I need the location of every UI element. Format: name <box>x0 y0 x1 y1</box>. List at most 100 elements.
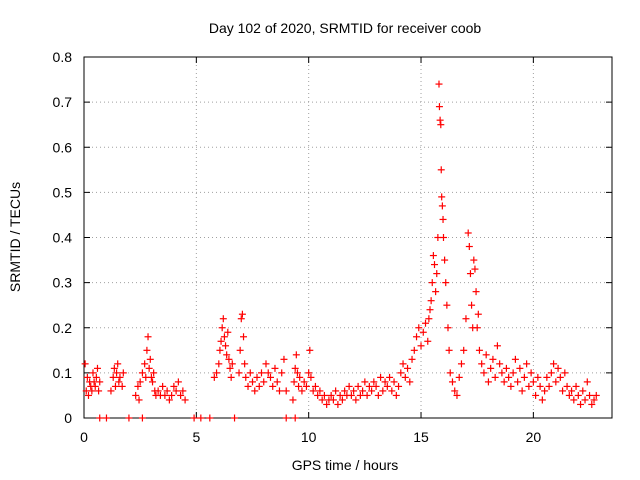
data-point <box>496 360 504 368</box>
data-point <box>95 387 103 395</box>
data-point <box>435 80 443 88</box>
data-point <box>216 346 224 354</box>
data-point <box>307 373 315 381</box>
data-point <box>442 279 450 287</box>
data-point <box>377 373 385 381</box>
data-point <box>404 364 412 372</box>
data-point <box>306 346 314 354</box>
data-point <box>559 387 567 395</box>
data-point <box>419 328 427 336</box>
data-point <box>581 396 589 404</box>
data-point <box>401 373 409 381</box>
data-point <box>507 382 515 390</box>
data-point <box>545 382 553 390</box>
data-point <box>210 373 218 381</box>
data-point <box>93 364 101 372</box>
data-point <box>159 382 167 390</box>
data-point <box>433 270 441 278</box>
data-point <box>249 378 257 386</box>
y-axis-label: SRMTID / TECUs <box>7 182 23 292</box>
data-point <box>425 315 433 323</box>
data-point <box>241 360 249 368</box>
data-point <box>432 288 440 296</box>
data-point <box>475 346 483 354</box>
data-point <box>470 256 478 264</box>
data-point <box>218 324 226 332</box>
data-point <box>368 387 376 395</box>
data-point <box>305 369 313 377</box>
data-point <box>132 391 140 399</box>
x-axis-label: GPS time / hours <box>292 457 399 473</box>
data-point <box>352 396 360 404</box>
data-point <box>392 391 400 399</box>
axes <box>83 56 613 419</box>
data-point <box>96 378 104 386</box>
data-point <box>498 369 506 377</box>
data-point <box>347 391 355 399</box>
data-point <box>206 414 214 422</box>
data-point <box>219 315 227 323</box>
data-point <box>474 310 482 318</box>
data-point <box>491 373 499 381</box>
data-point <box>336 391 344 399</box>
data-point <box>273 378 281 386</box>
data-point <box>329 396 337 404</box>
data-point <box>386 373 394 381</box>
data-point <box>197 414 205 422</box>
data-point <box>109 373 117 381</box>
data-point <box>478 360 486 368</box>
data-point <box>84 391 92 399</box>
data-point <box>438 202 446 210</box>
data-point <box>445 346 453 354</box>
data-point <box>217 337 225 345</box>
data-point <box>370 378 378 386</box>
y-tick-label: 0.6 <box>53 139 73 155</box>
data-point <box>543 373 551 381</box>
data-point <box>436 116 444 124</box>
data-point <box>138 414 146 422</box>
data-point <box>480 369 488 377</box>
data-point <box>242 373 250 381</box>
data-point <box>92 373 100 381</box>
data-point <box>437 166 445 174</box>
data-point <box>228 360 236 368</box>
y-tick-label: 0.1 <box>53 365 73 381</box>
data-point <box>223 351 231 359</box>
data-point <box>345 382 353 390</box>
data-point <box>532 391 540 399</box>
y-tick-label: 0.8 <box>53 49 73 65</box>
data-point <box>487 364 495 372</box>
data-point <box>341 387 349 395</box>
data-point <box>424 337 432 345</box>
data-point <box>438 193 446 201</box>
data-point <box>577 400 585 408</box>
data-point <box>81 360 89 368</box>
data-point <box>417 342 425 350</box>
data-point <box>295 382 303 390</box>
data-point <box>541 387 549 395</box>
data-point <box>462 315 470 323</box>
data-point <box>300 378 308 386</box>
data-point <box>102 414 110 422</box>
data-point <box>473 324 481 332</box>
data-point <box>422 319 430 327</box>
data-point <box>135 396 143 404</box>
data-point <box>427 297 435 305</box>
data-point <box>323 400 331 408</box>
data-point <box>240 333 248 341</box>
data-point <box>251 387 259 395</box>
data-point <box>177 391 185 399</box>
data-point <box>350 387 358 395</box>
data-point <box>570 396 578 404</box>
data-point <box>561 369 569 377</box>
data-point <box>320 391 328 399</box>
x-tick-label: 0 <box>80 429 88 445</box>
data-point <box>226 364 234 372</box>
data-point <box>225 355 233 363</box>
data-point <box>428 279 436 287</box>
data-point <box>293 369 301 377</box>
data-point <box>388 387 396 395</box>
data-point <box>236 346 244 354</box>
